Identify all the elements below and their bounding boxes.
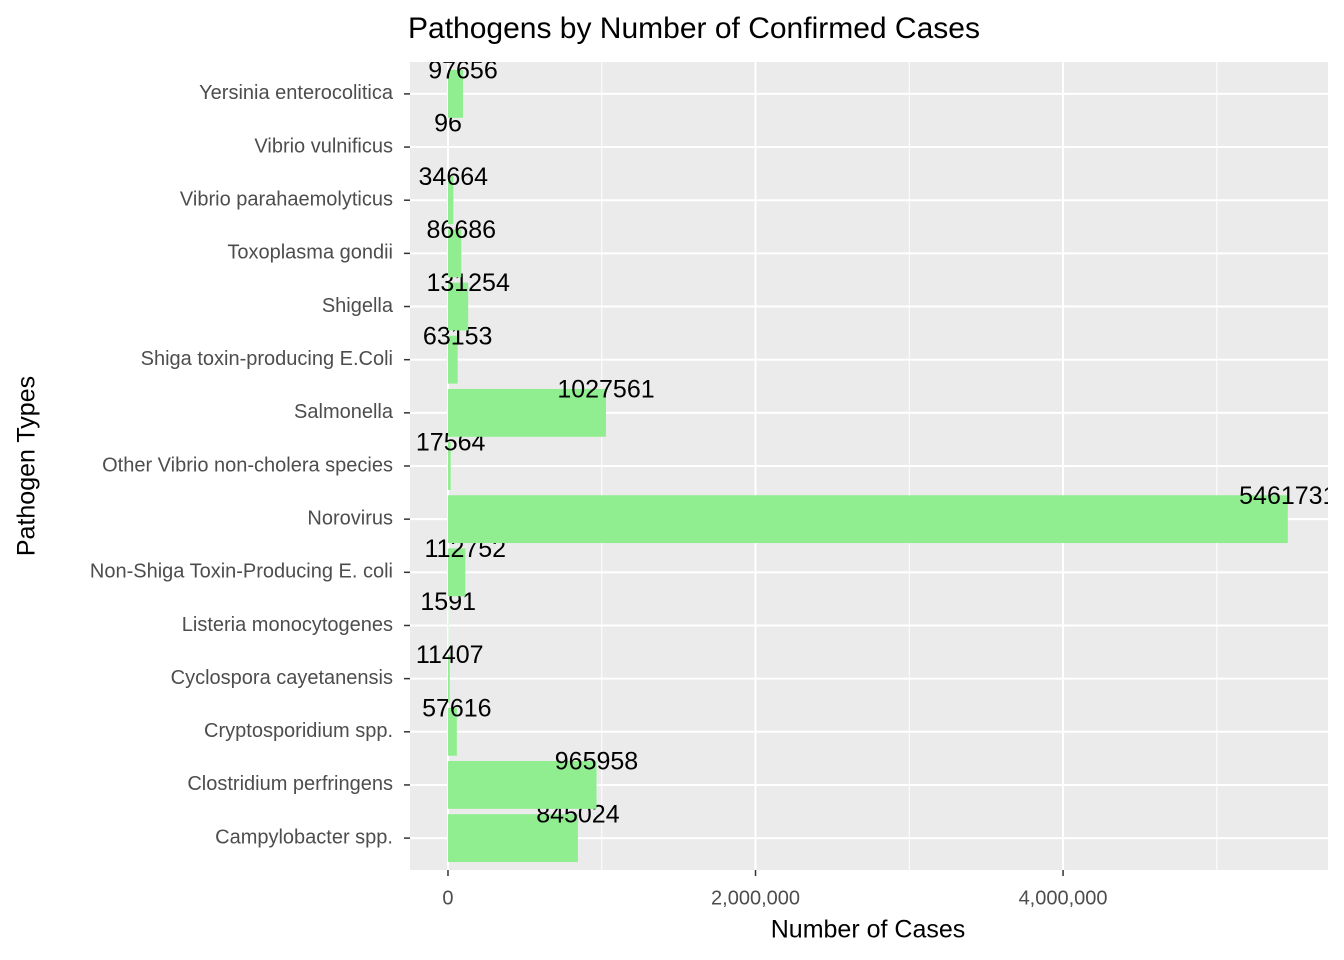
y-tick-label: Shiga toxin-producing E.Coli	[141, 348, 393, 370]
y-tick-label: Salmonella	[294, 401, 394, 423]
bar	[447, 69, 463, 118]
value-label: 5461731	[1239, 482, 1336, 510]
y-tick-label: Clostridium perfringens	[187, 773, 393, 795]
x-tick-label: 0	[442, 887, 453, 909]
value-label: 965958	[555, 748, 638, 776]
y-tick-label: Listeria monocytogenes	[182, 614, 393, 636]
bar	[447, 442, 451, 490]
value-label: 11407	[416, 641, 484, 669]
y-tick-label: Non-Shiga Toxin-Producing E. coli	[90, 561, 393, 583]
y-axis-label: Pathogen Types	[13, 376, 41, 556]
y-tick-label: Shigella	[322, 295, 394, 317]
bar	[447, 388, 606, 437]
x-tick-label: 2,000,000	[711, 887, 800, 909]
value-label: 57616	[422, 694, 492, 722]
bar	[447, 282, 469, 331]
bar	[447, 548, 466, 597]
bar	[447, 761, 597, 809]
bar	[447, 654, 450, 703]
bar	[447, 335, 458, 384]
y-tick-label: Vibrio vulnificus	[254, 135, 393, 157]
chart-title: Pathogens by Number of Confirmed Cases	[408, 12, 980, 45]
x-axis-label: Number of Cases	[771, 916, 966, 944]
value-label: 86686	[427, 216, 497, 244]
y-tick-label: Cyclospora cayetanensis	[171, 667, 393, 689]
value-label: 131254	[426, 269, 510, 297]
y-tick-label: Norovirus	[307, 507, 393, 529]
axis-labels: 0 2,000,000 4,000,000 Campylobacter spp. Clo…	[90, 82, 1108, 909]
y-tick-label: Toxoplasma gondii	[227, 242, 393, 264]
value-label: 34664	[419, 163, 489, 191]
bar	[447, 176, 454, 225]
value-label: 1027561	[557, 375, 654, 403]
value-label: 97656	[428, 57, 498, 85]
y-tick-label: Other Vibrio non-cholera species	[102, 454, 393, 476]
y-tick-label: Campylobacter spp.	[215, 826, 393, 848]
bar	[447, 229, 462, 278]
bars: 8450249659585761611407159111275254617311…	[416, 57, 1336, 863]
bar	[447, 495, 1288, 544]
y-tick-label: Yersinia enterocolitica	[199, 82, 394, 104]
x-tick-label: 4,000,000	[1019, 887, 1108, 909]
y-tick-label: Cryptosporidium spp.	[204, 720, 393, 742]
bar	[447, 814, 578, 863]
bar	[447, 707, 457, 756]
y-tick-label: Vibrio parahaemolyticus	[180, 188, 393, 210]
